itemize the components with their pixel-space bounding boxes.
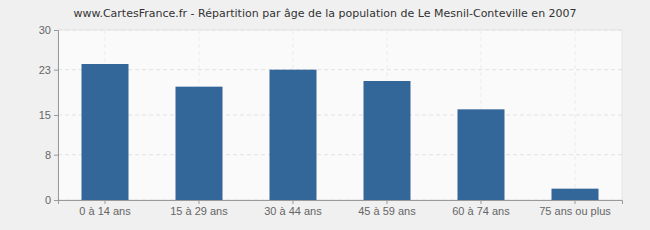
tick-mark (387, 200, 388, 204)
tick: 60 à 74 ans (452, 200, 510, 217)
tick-label: 30 à 44 ans (264, 205, 322, 217)
tick-label: 0 à 14 ans (79, 205, 131, 217)
grid-line (575, 30, 576, 200)
chart: www.CartesFrance.fr - Répartition par âg… (0, 0, 650, 230)
tick-mark (54, 115, 58, 116)
y-axis: 0 8 15 23 30 (39, 24, 59, 206)
tick: 15 à 29 ans (170, 200, 228, 217)
tick-label: 15 (39, 109, 51, 121)
tick-label: 23 (39, 64, 51, 76)
bar (552, 189, 599, 200)
grid-line (58, 115, 622, 116)
tick-mark (105, 200, 106, 204)
tick-mark (199, 200, 200, 204)
bar (364, 81, 411, 200)
tick-label: 60 à 74 ans (452, 205, 510, 217)
tick: 15 (39, 109, 58, 121)
tick-mark (54, 200, 58, 201)
grid-line (58, 69, 622, 70)
tick-label: 30 (39, 24, 51, 36)
title: www.CartesFrance.fr - Répartition par âg… (73, 7, 576, 20)
tick-label: 75 ans ou plus (539, 205, 611, 217)
grid-line (58, 154, 622, 155)
tick-mark (481, 200, 482, 204)
tick-mark (54, 70, 58, 71)
grid (58, 30, 622, 200)
tick: 30 à 44 ans (264, 200, 322, 217)
bar (458, 109, 505, 200)
x-axis: 0 à 14 ans 15 à 29 ans 30 à 44 ans 45 à 59 … (59, 200, 623, 217)
bar (176, 87, 223, 200)
plot-area (58, 30, 622, 200)
tick-label: 8 (45, 149, 51, 161)
tick-mark (575, 200, 576, 204)
tick: 75 ans ou plus (539, 200, 611, 217)
bar (270, 70, 317, 200)
axis-line (59, 201, 623, 205)
tick-label: 0 (45, 194, 51, 206)
tick-mark (293, 200, 294, 204)
bar (82, 64, 129, 200)
bars (82, 64, 599, 200)
tick-mark (54, 30, 58, 31)
axis-line (54, 31, 59, 201)
tick: 0 à 14 ans (79, 200, 131, 217)
tick-mark (54, 155, 58, 156)
tick-label: 45 à 59 ans (358, 205, 416, 217)
tick-label: 15 à 29 ans (170, 205, 228, 217)
background (0, 0, 650, 230)
tick: 23 (39, 64, 58, 76)
tick: 8 (45, 149, 58, 161)
tick: 30 (39, 24, 58, 36)
grid-line (58, 30, 622, 31)
grid-x (105, 30, 575, 200)
tick: 45 à 59 ans (358, 200, 416, 217)
plot: 0 8 15 23 30 0 à 14 ans 15 à 29 ans 30 à 44 ans… (39, 24, 623, 217)
tick: 0 (45, 194, 58, 206)
